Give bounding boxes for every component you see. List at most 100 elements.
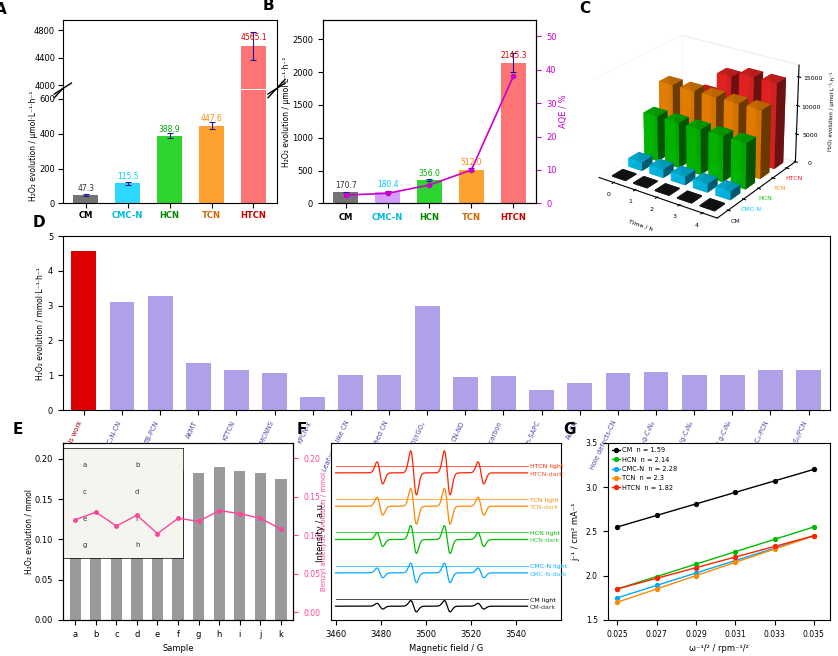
HCN  n = 2.14 [652, 573, 662, 581]
TCN  n = 2.3 [769, 545, 779, 553]
Bar [152, 485, 163, 620]
Bar [720, 375, 745, 410]
Text: G: G [563, 422, 576, 437]
TCN  n = 2.3 [809, 532, 819, 540]
Bar [500, 62, 526, 203]
Bar [111, 477, 122, 620]
Text: 512.0: 512.0 [461, 159, 482, 167]
Line: HCN  n = 2.14: HCN n = 2.14 [615, 525, 816, 591]
Bar [199, 125, 225, 203]
Bar [132, 470, 142, 620]
HTCN  n = 1.82 [652, 575, 662, 583]
Y-axis label: H₂O₂ evolution / mmol·L⁻¹·h⁻¹: H₂O₂ evolution / mmol·L⁻¹·h⁻¹ [36, 266, 45, 380]
Bar [110, 302, 134, 410]
HCN  n = 2.14 [769, 535, 779, 543]
Text: 47.3: 47.3 [77, 184, 95, 193]
Bar [644, 372, 669, 410]
Text: CMC-N light: CMC-N light [530, 564, 567, 569]
Text: 170.7: 170.7 [335, 181, 356, 190]
Bar [606, 373, 630, 410]
Text: HCN light: HCN light [530, 531, 560, 536]
Y-axis label: H₂O₂ evolution / μmol·L⁻¹·h⁻¹: H₂O₂ evolution / μmol·L⁻¹·h⁻¹ [29, 91, 38, 201]
X-axis label: Time / h: Time / h [628, 218, 654, 232]
Text: CM light: CM light [530, 598, 556, 603]
Y-axis label: Intensity / a.u.: Intensity / a.u. [317, 501, 325, 562]
Y-axis label: H₂O₂ evolution / mmol: H₂O₂ evolution / mmol [24, 489, 34, 574]
Text: HTCN light: HTCN light [530, 464, 563, 470]
Text: D: D [32, 215, 44, 230]
CMC-N  n = 2.28 [730, 557, 740, 565]
HTCN  n = 1.82 [730, 553, 740, 561]
CM  n = 1.59 [691, 500, 701, 508]
Y-axis label: AQE / %: AQE / % [560, 94, 568, 129]
Bar [262, 373, 287, 410]
Text: TCN light: TCN light [530, 498, 558, 502]
Bar [416, 180, 442, 203]
Y-axis label: j⁻¹ / cm² mA⁻¹: j⁻¹ / cm² mA⁻¹ [572, 502, 580, 561]
Text: This work: This work [82, 308, 91, 354]
Bar [459, 170, 484, 203]
Text: TCN-dark: TCN-dark [530, 505, 559, 510]
Bar [214, 467, 225, 620]
Y-axis label: H₂O₂ evolution / μmol·L⁻¹·h⁻¹: H₂O₂ evolution / μmol·L⁻¹·h⁻¹ [282, 56, 291, 167]
X-axis label: ω⁻¹/² / rpm⁻¹/²: ω⁻¹/² / rpm⁻¹/² [689, 644, 748, 653]
HTCN  n = 1.82 [809, 532, 819, 540]
HCN  n = 2.14 [730, 548, 740, 556]
Text: CMC-N-dark: CMC-N-dark [530, 571, 567, 577]
Bar [276, 479, 287, 620]
Text: A: A [0, 2, 6, 17]
Bar [74, 195, 99, 203]
HCN  n = 2.14 [691, 560, 701, 568]
CM  n = 1.59 [809, 466, 819, 474]
Bar [491, 376, 516, 410]
Bar [796, 370, 821, 410]
Bar [193, 474, 204, 620]
Bar [116, 183, 141, 203]
Bar [530, 390, 554, 410]
Text: 4565.1: 4565.1 [241, 33, 266, 42]
Text: CM-dark: CM-dark [530, 605, 556, 610]
X-axis label: Magnetic field / G: Magnetic field / G [409, 644, 484, 653]
CM  n = 1.59 [730, 489, 740, 497]
Text: 447.6: 447.6 [200, 114, 223, 123]
Y-axis label: Benzyl aldehyde evolution / mmol: Benzyl aldehyde evolution / mmol [322, 472, 328, 591]
CM  n = 1.59 [652, 512, 662, 520]
Bar [147, 296, 173, 410]
Bar [224, 370, 249, 410]
TCN  n = 2.3 [613, 598, 623, 606]
Bar [682, 375, 706, 410]
Bar [71, 251, 96, 410]
Bar [376, 375, 401, 410]
Bar [241, 91, 266, 203]
Bar [300, 397, 325, 410]
Line: HTCN  n = 1.82: HTCN n = 1.82 [615, 534, 816, 591]
Line: CM  n = 1.59: CM n = 1.59 [615, 468, 816, 529]
Bar [173, 471, 184, 620]
TCN  n = 2.3 [652, 585, 662, 593]
Text: C: C [580, 1, 591, 16]
Bar [567, 383, 592, 410]
Text: 180.4: 180.4 [377, 180, 398, 189]
TCN  n = 2.3 [730, 558, 740, 566]
Line: CMC-N  n = 2.28: CMC-N n = 2.28 [615, 534, 816, 600]
TCN  n = 2.3 [691, 571, 701, 580]
Bar [91, 467, 101, 620]
CMC-N  n = 2.28 [809, 532, 819, 540]
Legend: CM  n = 1.59, HCN  n = 2.14, CMC-N  n = 2.28, TCN  n = 2.3, HTCN  n = 1.82: CM n = 1.59, HCN n = 2.14, CMC-N n = 2.2… [611, 446, 679, 492]
Text: HTCN-dark: HTCN-dark [530, 472, 564, 476]
CM  n = 1.59 [613, 523, 623, 531]
Text: 2145.3: 2145.3 [500, 51, 526, 60]
CM  n = 1.59 [769, 477, 779, 485]
Text: F: F [297, 422, 307, 437]
Bar [158, 136, 183, 203]
Bar [241, 46, 266, 361]
CMC-N  n = 2.28 [613, 594, 623, 602]
Bar [758, 370, 783, 410]
Bar [453, 377, 478, 410]
Text: HCN-dark: HCN-dark [530, 538, 561, 543]
Bar [255, 472, 266, 620]
Bar [70, 471, 80, 620]
Text: B: B [263, 0, 274, 14]
CMC-N  n = 2.28 [652, 581, 662, 589]
Bar [334, 192, 359, 203]
